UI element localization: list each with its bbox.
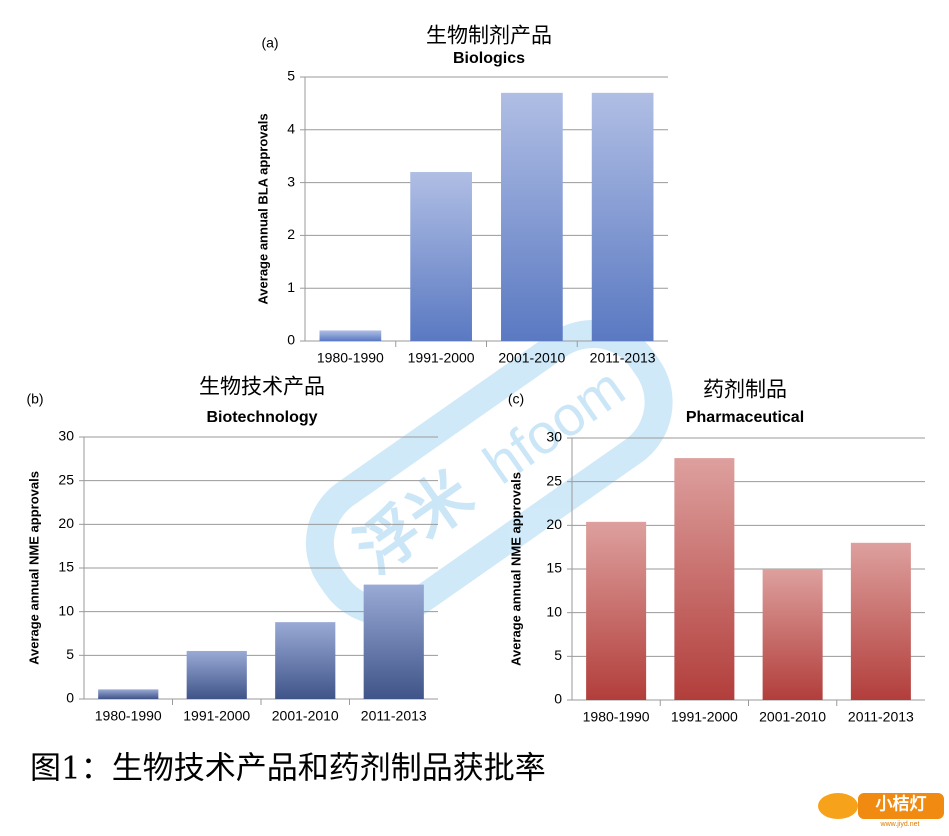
logo-url: www.jiyd.net [880,821,920,828]
y-tick-label: 15 [58,559,74,575]
y-tick-label: 0 [287,332,295,348]
logo: 小桔灯 www.jiyd.net [818,793,944,828]
x-tick-label: 1980-1990 [317,350,384,366]
logo-badge [858,793,944,819]
bar [850,542,911,700]
bar [501,92,563,341]
bar [186,650,247,699]
y-tick-label: 1 [287,279,295,295]
x-tick-label: 1991-2000 [183,708,250,724]
chart-title: 生物制剂产品 [426,24,552,48]
x-tick-label: 2011-2013 [590,350,656,366]
y-tick-label: 25 [58,471,74,487]
panel-label: (b) [26,391,43,407]
x-tick-label: 2001-2010 [272,708,339,724]
y-tick-label: 0 [66,690,74,706]
y-tick-label: 4 [287,121,295,137]
y-tick-label: 15 [546,560,562,576]
x-tick-label: 2011-2013 [848,709,914,725]
y-axis-label: Average annual NME approvals [508,472,523,666]
x-tick-label: 1980-1990 [583,709,650,725]
bar [762,569,823,700]
logo-icon [818,793,858,819]
x-tick-label: 1980-1990 [95,708,162,724]
chart-title: 药剂制品 [703,378,787,402]
x-tick-label: 1991-2000 [671,709,738,725]
chart-subtitle: Biotechnology [206,409,317,426]
y-tick-label: 2 [287,226,295,242]
bar [674,458,735,700]
y-tick-label: 3 [287,173,295,189]
bar [319,330,382,341]
watermark-shape [305,319,673,626]
y-tick-label: 5 [66,646,74,662]
x-tick-label: 2001-2010 [759,709,826,725]
bar [410,172,472,341]
bar [275,622,336,699]
y-tick-label: 5 [554,647,562,663]
y-tick-label: 25 [546,472,562,488]
x-tick-label: 2011-2013 [361,708,427,724]
y-tick-label: 0 [554,691,562,707]
bar [591,92,654,341]
chart-subtitle: Biologics [453,50,525,67]
chart-subtitle: Pharmaceutical [686,409,804,426]
y-tick-label: 30 [546,429,562,445]
caption: 图1：生物技术产品和药剂制品获批率 [30,751,546,787]
panel-label: (a) [261,35,278,51]
chart-title: 生物技术产品 [199,375,325,399]
y-tick-label: 20 [58,515,74,531]
y-tick-label: 30 [58,428,74,444]
y-tick-label: 10 [546,603,562,619]
panel-label: (c) [508,391,524,407]
logo-name: 小桔灯 [876,794,927,815]
bar [363,584,424,699]
bar [586,521,647,700]
x-tick-label: 2001-2010 [498,350,565,366]
y-tick-label: 20 [546,516,562,532]
y-axis-label: Average annual BLA approvals [255,113,270,304]
y-tick-label: 5 [287,68,295,84]
y-axis-label: Average annual NME approvals [26,471,41,665]
x-tick-label: 1991-2000 [408,350,475,366]
y-tick-label: 10 [58,602,74,618]
bar [98,689,159,699]
